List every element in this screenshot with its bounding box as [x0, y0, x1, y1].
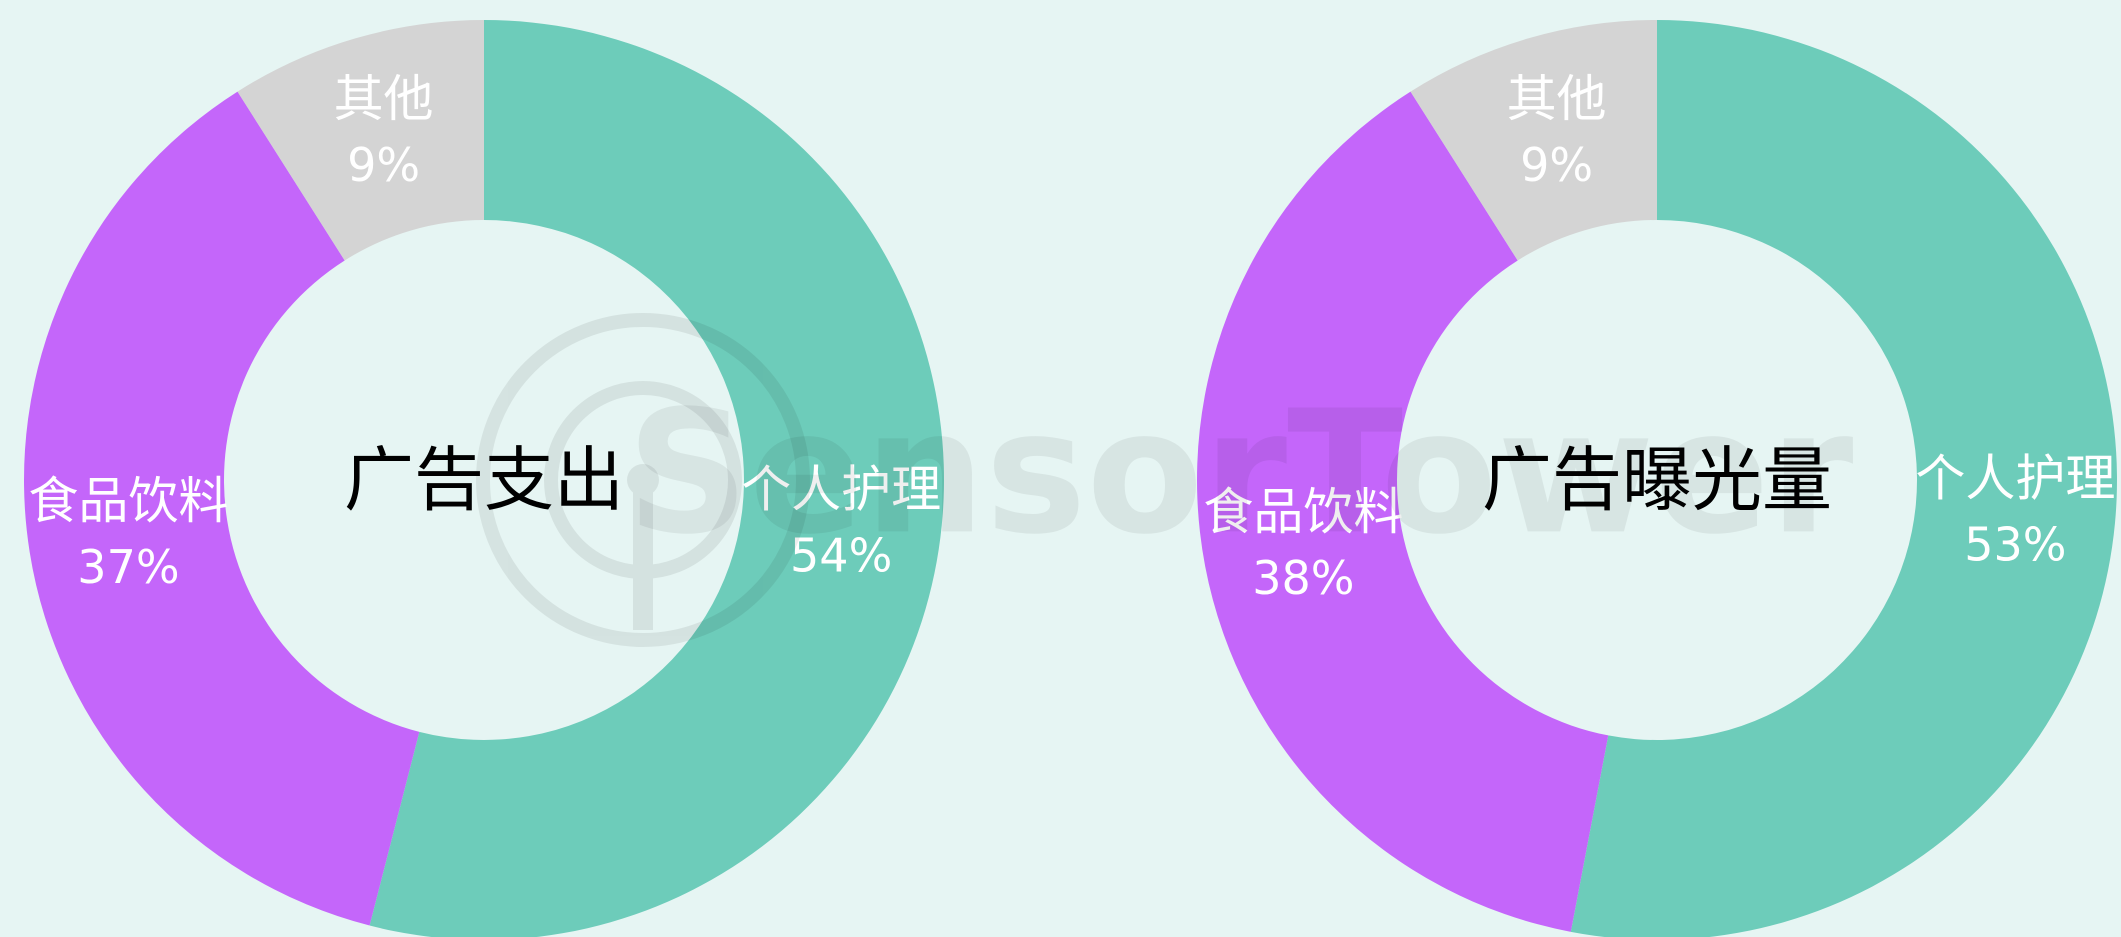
slice-label: 个人护理 [1915, 449, 2115, 507]
slice-label: 个人护理 [741, 461, 941, 519]
donut-slice [369, 20, 944, 937]
slice-label: 食品饮料 [1203, 483, 1403, 541]
slice-label: 食品饮料 [28, 472, 228, 530]
donut-center-title: 广告曝光量 [1482, 439, 1832, 521]
charts: 个人护理 54% 食品饮料 37% 其他 9% 广告支出 个人护理 53% 食品饮料 38% 其他 9%… [24, 20, 2117, 937]
donut-slice [237, 20, 484, 261]
watermark-logo [476, 313, 810, 647]
watermark-text: SensorTower [627, 374, 1854, 572]
donut-slice [1196, 91, 1609, 932]
slice-value-label: 53% [1964, 517, 2066, 571]
donut-center-title: 广告支出 [344, 439, 624, 521]
slice-value-label: 9% [347, 138, 420, 192]
slice-value-label: 54% [790, 529, 892, 583]
donut-slice [24, 91, 420, 926]
slice-label: 其他 [334, 70, 434, 128]
slice-value-label: 38% [1252, 551, 1354, 605]
donut-slice [1410, 20, 1657, 261]
slice-label: 其他 [1507, 70, 1607, 128]
slice-value-label: 37% [77, 540, 179, 594]
donut-slice [1570, 20, 2117, 937]
slice-value-label: 9% [1520, 138, 1593, 192]
